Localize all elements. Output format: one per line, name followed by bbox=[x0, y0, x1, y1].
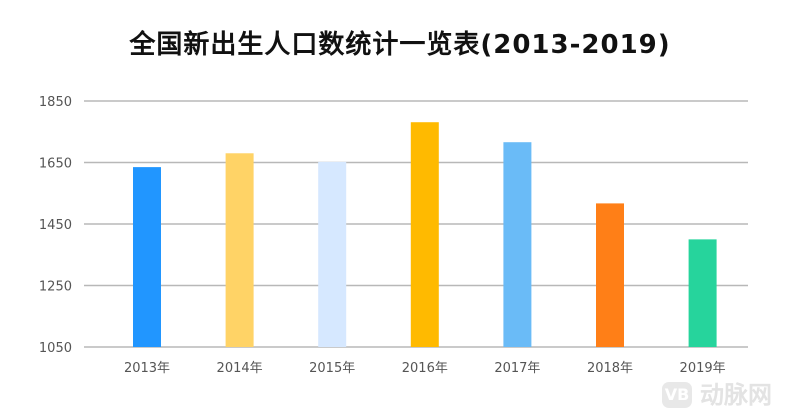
chart-title: 全国新出生人口数统计一览表(2013-2019) bbox=[129, 30, 671, 60]
bar bbox=[133, 167, 161, 347]
bar bbox=[225, 153, 254, 347]
watermark-text: 动脉网 bbox=[700, 381, 772, 409]
x-tick-label: 2019年 bbox=[680, 361, 726, 376]
x-tick-label: 2014年 bbox=[217, 361, 263, 376]
y-tick-label: 1850 bbox=[39, 95, 72, 110]
bar bbox=[596, 203, 624, 347]
x-tick-label: 2015年 bbox=[309, 361, 355, 376]
y-tick-label: 1250 bbox=[39, 280, 72, 295]
x-tick-label: 2013年 bbox=[124, 361, 170, 376]
x-tick-label: 2018年 bbox=[587, 361, 633, 376]
x-tick-label: 2017年 bbox=[494, 361, 540, 376]
watermark-logo: VB bbox=[662, 382, 692, 408]
x-tick-label: 2016年 bbox=[402, 361, 448, 376]
watermark: VB 动脉网 bbox=[662, 381, 772, 409]
y-tick-label: 1050 bbox=[39, 341, 72, 356]
y-tick-label: 1450 bbox=[39, 218, 72, 233]
bar bbox=[688, 239, 717, 347]
bar bbox=[318, 161, 347, 347]
bar bbox=[410, 122, 439, 347]
y-tick-label: 1650 bbox=[39, 157, 72, 172]
bar bbox=[503, 142, 532, 347]
